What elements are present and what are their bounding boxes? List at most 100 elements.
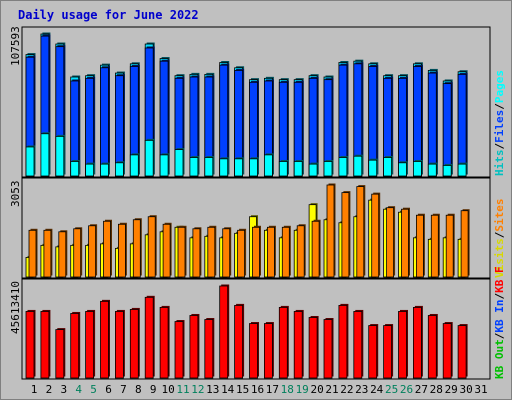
bar-kbytes-17	[263, 323, 273, 379]
legend-part-2: Sites	[493, 199, 506, 232]
day-label-21: 21	[325, 383, 338, 396]
bar-sites-28	[430, 214, 439, 278]
bar-files-30	[457, 73, 467, 177]
legend-part-2: Files	[493, 110, 506, 143]
bar-kbytes-14	[219, 285, 229, 379]
bar-pages-1	[25, 146, 35, 177]
bar-files-27	[412, 66, 422, 177]
bar-files-28	[427, 72, 437, 177]
bar-kbytes-25	[383, 325, 393, 379]
bar-sites-25	[386, 207, 395, 278]
day-label-1: 1	[31, 383, 38, 396]
bar-sites-17	[266, 226, 275, 278]
legend-part-1: /	[493, 332, 506, 339]
bar-files-6	[100, 67, 109, 177]
legend-visits-sites: Visits/Sites	[493, 199, 506, 279]
bar-pages-9	[144, 139, 154, 177]
bar-sites-1	[28, 229, 37, 278]
bar-pages-3	[55, 136, 65, 177]
bar-pages-26	[398, 162, 407, 177]
bar-sites-21	[326, 184, 335, 278]
bar-sites-9	[147, 216, 156, 278]
day-label-26: 26	[400, 383, 413, 396]
bar-kbytes-8	[129, 309, 139, 379]
legend-part-2: KB In	[493, 300, 506, 333]
bar-kbytes-27	[412, 307, 422, 379]
bar-sites-5	[88, 225, 96, 278]
day-label-8: 8	[135, 383, 142, 396]
bar-files-5	[85, 77, 94, 177]
day-label-18: 18	[281, 383, 294, 396]
day-label-23: 23	[355, 383, 368, 396]
bar-kbytes-7	[115, 311, 124, 379]
day-label-13: 13	[206, 383, 219, 396]
ymax-label-middle: 3053	[9, 181, 22, 208]
bar-kbytes-12	[189, 315, 199, 379]
day-label-24: 24	[370, 383, 384, 396]
ymax-label-bottom: 45613410	[9, 281, 22, 334]
bar-pages-29	[442, 165, 452, 177]
bar-pages-24	[368, 159, 378, 177]
bar-files-29	[442, 83, 452, 177]
day-label-7: 7	[120, 383, 127, 396]
bars-layer	[25, 32, 470, 379]
day-label-2: 2	[46, 383, 53, 396]
legend-part-0: KB Out	[493, 339, 506, 379]
bar-pages-14	[219, 158, 229, 177]
bar-pages-25	[383, 157, 393, 177]
legend-part-4: KB F	[493, 266, 506, 293]
bar-pages-6	[100, 163, 109, 177]
bar-sites-22	[341, 192, 350, 278]
bar-kbytes-16	[249, 323, 258, 379]
legend-part-3: /	[493, 103, 506, 110]
bar-sites-4	[73, 228, 82, 278]
bar-kbytes-6	[100, 300, 109, 379]
bar-pages-5	[85, 163, 94, 177]
bar-pages-27	[412, 161, 422, 177]
legend-part-0: Visits	[493, 238, 506, 278]
bar-kbytes-15	[234, 304, 244, 379]
bar-files-7	[115, 75, 124, 177]
bar-files-20	[308, 77, 318, 177]
chart-title: Daily usage for June 2022	[18, 8, 199, 22]
day-label-15: 15	[236, 383, 249, 396]
bar-sites-24	[371, 193, 380, 278]
legend-part-0: Hits	[493, 150, 506, 177]
bar-sites-20	[311, 220, 320, 278]
bar-pages-10	[159, 154, 169, 177]
day-label-14: 14	[221, 383, 235, 396]
day-label-19: 19	[296, 383, 309, 396]
bar-kbytes-1	[25, 311, 35, 379]
bar-pages-21	[323, 161, 333, 177]
bar-kbytes-11	[174, 321, 184, 379]
bar-sites-8	[132, 219, 141, 278]
bar-pages-28	[427, 163, 437, 177]
day-label-27: 27	[415, 383, 428, 396]
bar-kbytes-5	[85, 311, 94, 379]
day-label-9: 9	[150, 383, 157, 396]
bar-sites-26	[401, 208, 409, 278]
bar-pages-17	[263, 154, 273, 177]
bar-sites-18	[281, 226, 290, 278]
day-label-30: 30	[459, 383, 472, 396]
bar-kbytes-3	[55, 329, 65, 379]
legend-part-3: /	[493, 293, 506, 300]
day-label-17: 17	[266, 383, 279, 396]
bar-pages-15	[234, 158, 244, 177]
bar-pages-16	[249, 158, 258, 177]
bar-kbytes-4	[70, 313, 80, 379]
bar-pages-11	[174, 149, 184, 177]
day-labels: 1 2 3 4 5 6 7 8 9 10 11 12 13 14 15 16 17 18 19 20 21 22 23 24 2…	[31, 383, 488, 396]
ymax-label-top: 107593	[9, 26, 22, 66]
bar-kbytes-20	[308, 317, 318, 379]
bar-pages-22	[338, 157, 348, 177]
bar-pages-18	[278, 161, 288, 177]
bar-kbytes-26	[398, 311, 407, 379]
bar-kbytes-24	[368, 325, 378, 379]
bar-pages-4	[70, 161, 80, 177]
bar-kbytes-10	[159, 307, 169, 379]
day-label-11: 11	[176, 383, 189, 396]
bar-sites-11	[177, 226, 186, 278]
day-label-5: 5	[90, 383, 97, 396]
